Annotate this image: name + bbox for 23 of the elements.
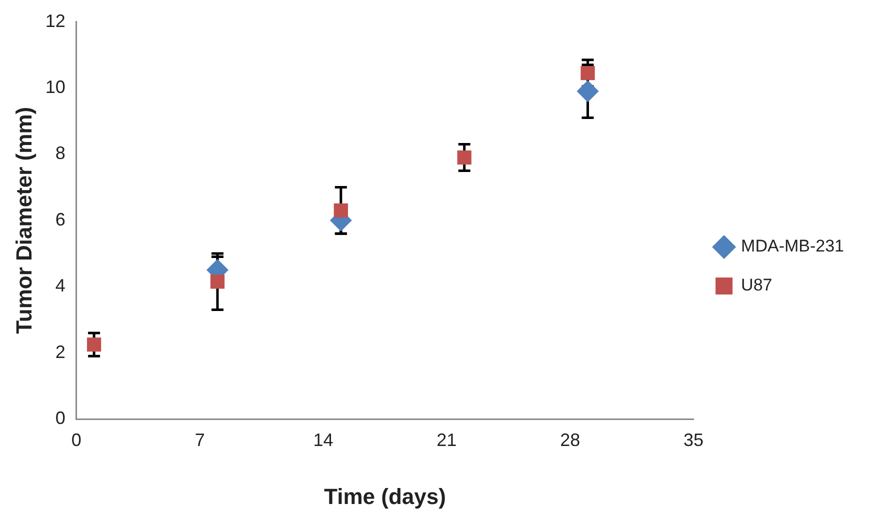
point [576,80,599,102]
y-tick-label: 10 [45,76,66,97]
y-tick-label: 6 [55,209,66,230]
y-axis-title: Tumor Diameter (mm) [11,106,36,334]
x-tick-label: 35 [684,430,704,450]
x-tick-label: 0 [71,430,82,450]
point [86,337,102,352]
x-tick-label: 21 [436,430,457,450]
x-tick-label: 14 [313,430,334,450]
y-tick-label: 4 [55,276,66,296]
y-tick-label: 2 [55,342,66,362]
legend-label: U87 [741,276,772,295]
point [457,150,472,165]
y-tick-label: 12 [45,10,66,31]
y-tick-label: 8 [55,143,66,164]
point [334,203,348,218]
legend-label: MDA-MB-231 [741,236,844,256]
x-tick-label: 7 [194,430,205,450]
x-axis-title: Time (days) [324,484,446,509]
y-tick-label: 0 [55,408,66,428]
point [210,274,225,289]
point [580,66,595,80]
x-tick-label: 28 [560,430,580,450]
